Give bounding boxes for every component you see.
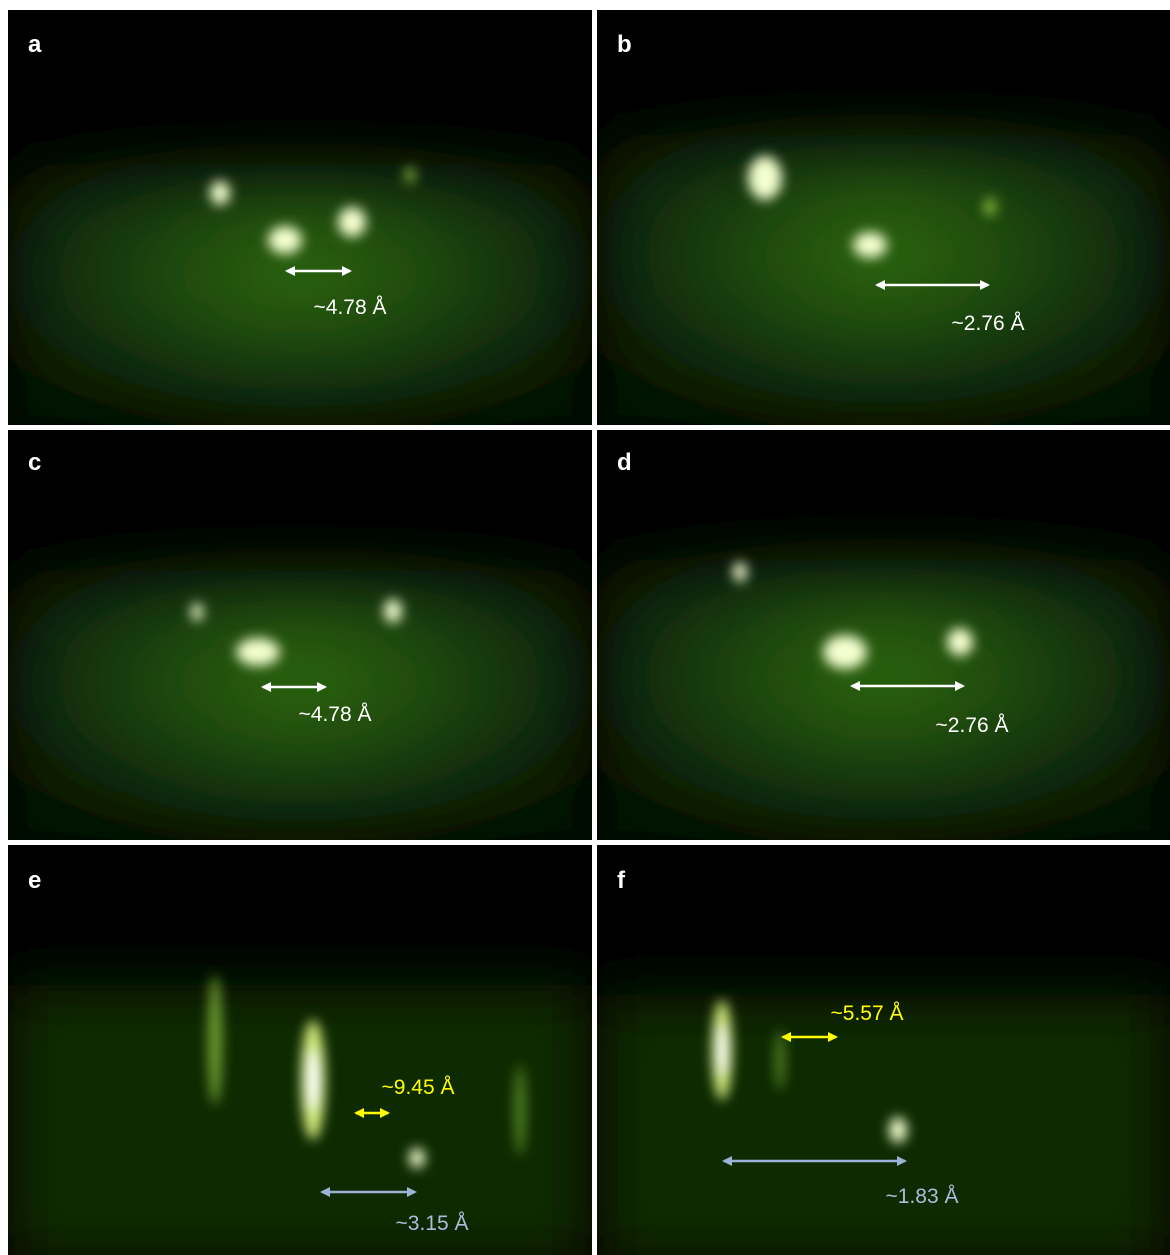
panel-label: f [617, 867, 626, 894]
panel-label: d [617, 449, 632, 476]
panel-label: c [28, 449, 41, 476]
panel-e: e ~9.45 Å ~3.15 Å [8, 845, 592, 1255]
panel-b: b ~2.76 Å [597, 10, 1170, 435]
annotation: ~2.76 Å [936, 714, 1009, 737]
annotation: ~5.57 Å [831, 1002, 904, 1025]
panel-label: b [617, 31, 632, 58]
annotation: ~3.15 Å [396, 1212, 469, 1235]
panel-label: e [28, 867, 41, 894]
annotation: ~4.78 Å [299, 703, 372, 726]
figure: a ~4.78 Å b ~2.76 Å c ~4.78 Å d ~2.76 Å … [0, 0, 1170, 1255]
panel-c: c ~4.78 Å [8, 430, 592, 850]
annotation: ~4.78 Å [314, 296, 387, 319]
annotation: ~1.83 Å [886, 1185, 959, 1208]
panel-f: f ~5.57 Å ~1.83 Å [597, 845, 1170, 1255]
annotation: ~9.45 Å [382, 1076, 455, 1099]
panel-d: d ~2.76 Å [597, 430, 1170, 850]
panel-label: a [28, 31, 42, 58]
panel-a: a ~4.78 Å [8, 10, 592, 435]
annotation: ~2.76 Å [952, 312, 1025, 335]
